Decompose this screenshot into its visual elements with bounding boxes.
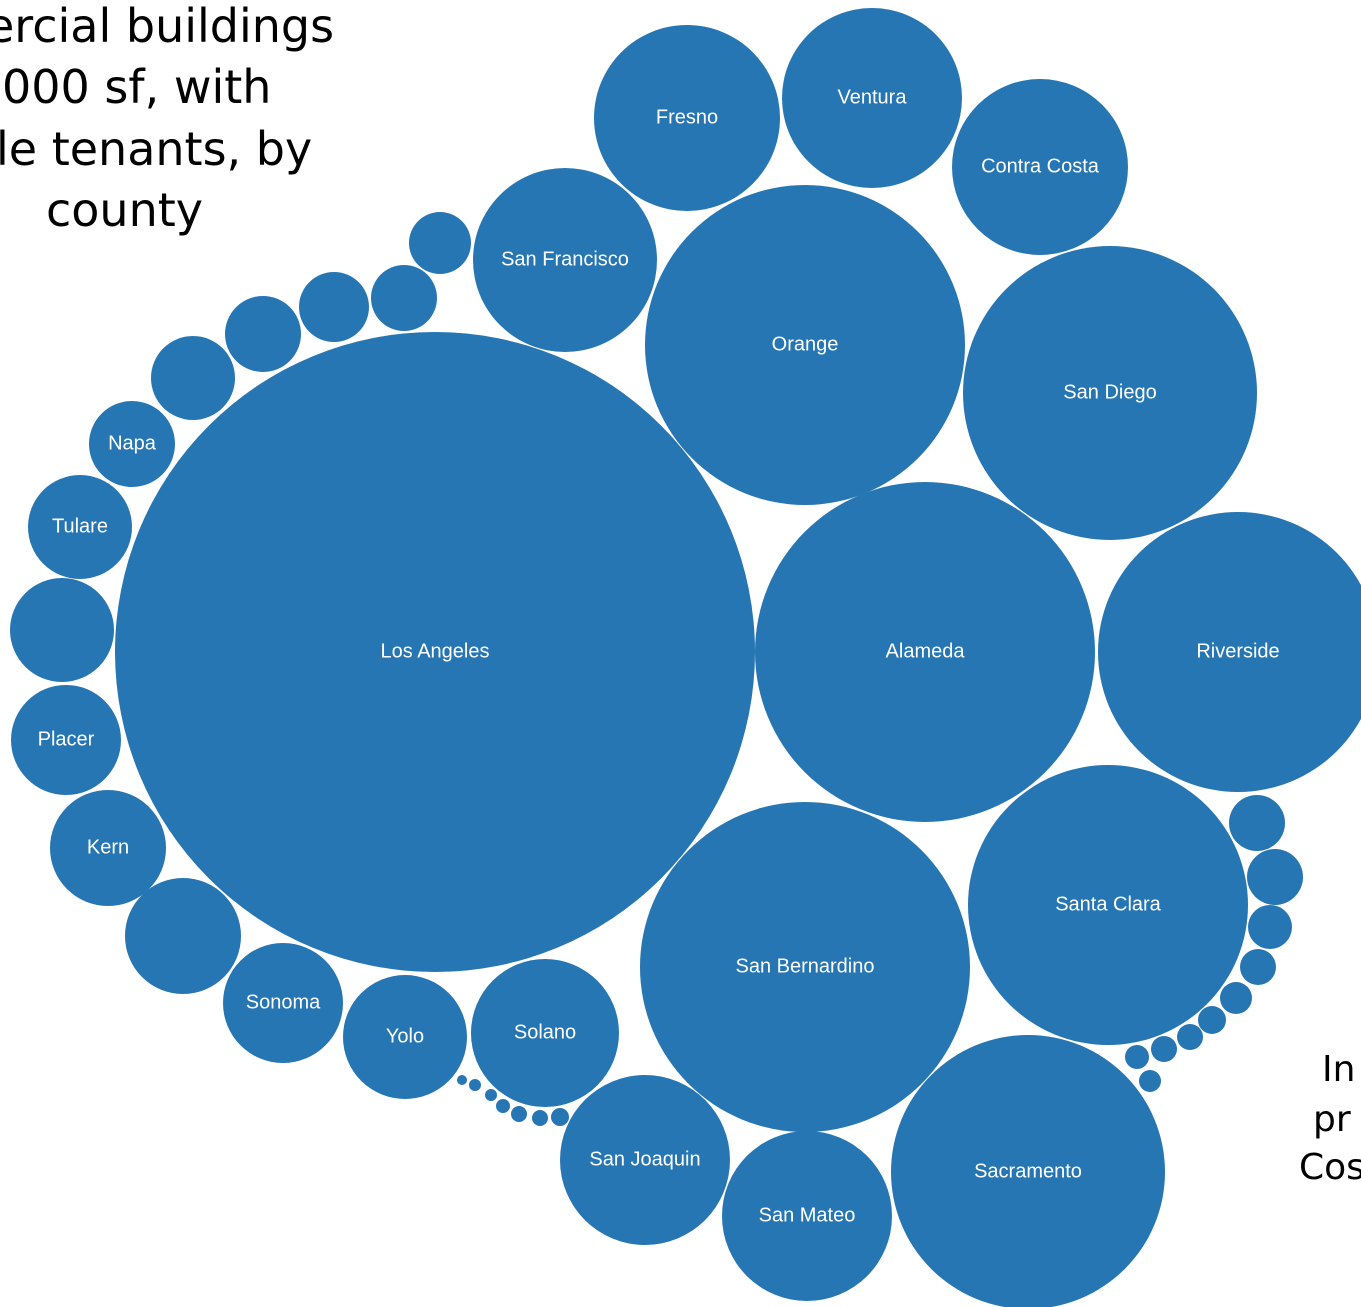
bubble-san-joaquin [560,1075,730,1245]
bubble-unlabeled-36 [1125,1045,1149,1069]
bubble-napa [89,401,175,487]
bubble-unlabeled-34 [1177,1024,1203,1050]
bubble-solano [471,959,619,1107]
bubble-unlabeled-35 [1151,1036,1177,1062]
bubble-unlabeled-38 [551,1108,569,1126]
bubble-fresno [594,25,780,211]
side-note-line-3: Cos [1299,1147,1361,1188]
side-note-line-1: In [1322,1049,1356,1090]
bubble-label-contra-costa: Contra Costa [981,155,1100,177]
bubble-unlabeled-29 [1247,849,1303,905]
bubble-label-fresno: Fresno [656,106,718,128]
bubble-unlabeled-37 [1139,1070,1161,1092]
bubble-san-francisco [473,168,657,352]
bubble-label-tulare: Tulare [52,515,108,537]
bubble-san-bernardino [640,802,970,1132]
bubble-label-placer: Placer [38,728,95,750]
bubble-label-napa: Napa [108,432,157,454]
chart-title-line-3: le tenants, by [0,122,313,176]
side-note-line-2: pr [1313,1099,1351,1140]
bubble-label-los-angeles: Los Angeles [381,640,490,662]
bubble-unlabeled-42 [485,1089,497,1101]
bubble-sacramento [891,1035,1165,1307]
bubble-contra-costa [952,79,1128,255]
bubble-unlabeled-32 [1220,982,1252,1014]
bubble-unlabeled-25 [299,272,369,342]
bubble-unlabeled-21 [10,578,114,682]
bubble-san-mateo [722,1131,892,1301]
bubble-unlabeled-43 [469,1079,481,1091]
bubble-san-diego [963,246,1257,540]
bubble-unlabeled-40 [511,1106,527,1122]
bubble-label-yolo: Yolo [386,1025,424,1047]
chart-title-line-2: 000 sf, with [2,60,272,114]
bubble-unlabeled-28 [1229,795,1285,851]
bubble-unlabeled-26 [371,265,437,331]
bubble-label-san-mateo: San Mateo [759,1204,856,1226]
bubble-unlabeled-22 [125,878,241,994]
bubble-unlabeled-39 [532,1110,548,1126]
bubble-unlabeled-41 [496,1099,510,1113]
bubble-label-san-joaquin: San Joaquin [589,1148,700,1170]
chart-title-line-1: ercial buildings [0,0,335,53]
bubble-los-angeles [115,332,755,972]
bubble-label-orange: Orange [772,333,839,355]
bubble-label-ventura: Ventura [838,86,908,108]
chart-title-line-4: county [46,183,204,237]
bubble-unlabeled-44 [457,1075,467,1085]
bubble-tulare [28,475,132,579]
bubble-label-solano: Solano [514,1021,576,1043]
bubble-label-riverside: Riverside [1196,640,1279,662]
bubble-label-san-diego: San Diego [1063,381,1156,403]
bubble-unlabeled-23 [151,336,235,420]
bubble-unlabeled-24 [225,296,301,372]
bubble-label-sonoma: Sonoma [246,991,321,1013]
bubble-label-san-bernardino: San Bernardino [736,955,875,977]
bubble-unlabeled-30 [1248,905,1292,949]
bubble-label-alameda: Alameda [886,640,966,662]
bubble-yolo [343,975,467,1099]
bubble-unlabeled-33 [1198,1006,1226,1034]
bubble-santa-clara [968,765,1248,1045]
bubble-alameda [755,482,1095,822]
bubble-label-san-francisco: San Francisco [501,248,629,270]
bubble-placer [11,685,121,795]
bubble-orange [645,185,965,505]
bubble-unlabeled-31 [1240,949,1276,985]
bubble-label-santa-clara: Santa Clara [1055,893,1161,915]
bubble-kern [50,790,166,906]
bubble-unlabeled-27 [409,212,471,274]
bubble-riverside [1098,512,1361,792]
bubble-label-sacramento: Sacramento [974,1160,1082,1182]
bubble-ventura [782,8,962,188]
bubble-label-kern: Kern [87,836,129,858]
bubble-sonoma [223,943,343,1063]
